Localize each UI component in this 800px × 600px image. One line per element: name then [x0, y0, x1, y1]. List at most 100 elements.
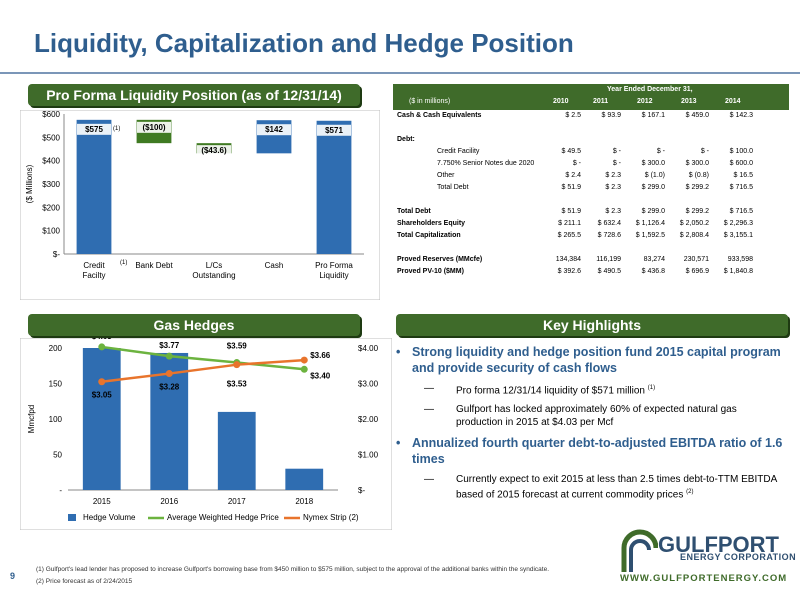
- page-number: 9: [10, 571, 16, 581]
- table-year-header: 2012: [637, 98, 653, 105]
- series-line: [101, 345, 305, 371]
- table-row: [393, 194, 789, 206]
- table-cell: 933,598: [727, 256, 753, 263]
- category-label: Credit: [83, 261, 105, 270]
- bullet-icon: •: [396, 345, 401, 359]
- table-cell: $ -: [572, 160, 581, 167]
- table-cell: $ 632.4: [597, 220, 621, 227]
- table-cell: $ 2.3: [605, 172, 621, 179]
- page-title: Liquidity, Capitalization and Hedge Posi…: [34, 28, 574, 58]
- highlight-sub-item: — Pro forma 12/31/14 liquidity of $571 mi…: [396, 382, 784, 397]
- data-label: ($43.6): [201, 146, 227, 155]
- table-header-band: Year Ended December 31, ($ in millions) …: [393, 84, 789, 110]
- y-tick-label: $500: [42, 133, 60, 142]
- series-data-label: $3.40: [310, 371, 331, 380]
- table-cell: $ 2,808.4: [679, 232, 709, 239]
- logo-name: GULFPORT: [658, 532, 779, 557]
- category-label: Outstanding: [192, 271, 235, 280]
- series-data-label: $4.03: [92, 338, 113, 341]
- table-cell: $ 300.0: [685, 160, 709, 167]
- table-cell: 230,571: [683, 256, 709, 263]
- highlight-sub-item: — Gulfport has locked approximately 60% o…: [396, 403, 784, 429]
- table-cell: $ 51.9: [561, 184, 581, 191]
- table-year-header: 2010: [553, 98, 569, 105]
- logo-arc-icon: [621, 529, 658, 572]
- table-cell: $ 716.5: [729, 184, 753, 191]
- table-cell: $ 299.0: [641, 184, 665, 191]
- table-cell: $ 300.0: [641, 160, 665, 167]
- table-row-label: Debt:: [397, 136, 415, 143]
- category-label: L/Cs: [206, 261, 222, 270]
- table-cell: $ 2,050.2: [679, 220, 709, 227]
- highlight-text: Pro forma 12/31/14 liquidity of $571 mil…: [456, 385, 648, 397]
- category-label: 2018: [295, 497, 313, 506]
- category-label: Pro Forma: [315, 261, 353, 270]
- highlights-section-header: Key Highlights: [396, 314, 788, 336]
- table-row: Credit Facility $ 49.5 $ - $ - $ - $ 100.0: [393, 146, 789, 158]
- hedge-volume-bar: [285, 468, 324, 490]
- highlight-text: Currently expect to exit 2015 at less th…: [456, 474, 777, 501]
- table-row-label: Total Capitalization: [397, 232, 461, 239]
- y-tick-label: 100: [49, 415, 63, 424]
- table-cell: $ 3,155.1: [723, 232, 753, 239]
- table-cell: $ -: [612, 160, 621, 167]
- category-label: Facilty: [82, 271, 105, 280]
- category-label: Cash: [265, 261, 284, 270]
- key-highlights-list: • Strong liquidity and hedge position fun…: [396, 344, 784, 508]
- table-row: Total Capitalization $ 265.5 $ 728.6 $ 1,59…: [393, 230, 789, 242]
- series-marker: [233, 361, 241, 369]
- highlight-text: Gulfport has locked approximately 60% of…: [456, 404, 737, 429]
- data-label: ($100): [142, 123, 165, 132]
- table-row-label: Proved Reserves (MMcfe): [397, 256, 483, 263]
- table-cell: 116,199: [596, 256, 621, 263]
- logo-url: WWW.GULFPORTENERGY.COM: [620, 573, 788, 584]
- table-row-label: Other: [437, 172, 455, 179]
- table-year-header: 2014: [725, 98, 741, 105]
- capitalization-table: Year Ended December 31, ($ in millions) …: [393, 84, 789, 278]
- series-data-label: $3.77: [159, 341, 180, 350]
- highlight-text: Annualized fourth quarter debt-to-adjust…: [412, 436, 783, 467]
- table-cell: $ 436.8: [641, 268, 665, 275]
- series-line: [101, 358, 305, 383]
- waterfall-bar: [316, 120, 352, 254]
- table-cell: $ 51.9: [561, 208, 581, 215]
- table-cell: $ 93.9: [601, 112, 621, 119]
- y-tick-label: 200: [49, 344, 63, 353]
- hedge-volume-bar: [217, 411, 256, 490]
- hedges-section-header: Gas Hedges: [28, 314, 360, 336]
- legend-swatch: [68, 514, 76, 521]
- dash-icon: —: [424, 383, 434, 394]
- table-row: [393, 242, 789, 254]
- table-row-label: Total Debt: [397, 208, 431, 215]
- category-footnote: (1): [120, 260, 127, 266]
- series-marker: [165, 352, 173, 360]
- table-cell: $ 392.6: [557, 268, 581, 275]
- series-marker: [300, 365, 308, 373]
- y-tick-label: -: [59, 486, 62, 495]
- highlight-footnote-ref: (2): [686, 489, 694, 496]
- data-label: $575: [85, 125, 103, 134]
- table-row: Proved PV-10 ($MM) $ 392.6 $ 490.5 $ 436.8 $…: [393, 266, 789, 278]
- y-tick-label: $100: [42, 227, 60, 236]
- highlight-text: Strong liquidity and hedge position fund…: [412, 345, 781, 375]
- table-cell: $ -: [700, 148, 709, 155]
- data-label-bg: [257, 124, 291, 136]
- table-cell: $ 1,840.8: [723, 268, 753, 275]
- category-label: Bank Debt: [135, 261, 173, 270]
- table-row-label: Credit Facility: [437, 148, 480, 155]
- table-cell: $ 716.5: [729, 208, 753, 215]
- liquidity-section-header: Pro Forma Liquidity Position (as of 12/3…: [28, 84, 360, 106]
- dash-icon: —: [424, 404, 434, 416]
- table-cell: $ 1,592.5: [635, 232, 665, 239]
- bullet-icon: •: [396, 436, 401, 451]
- series-data-label: $3.53: [227, 380, 248, 389]
- table-row: Total Debt $ 51.9 $ 2.3 $ 299.0 $ 299.2 $ 716…: [393, 206, 789, 218]
- table-cell: $ 2.5: [565, 112, 581, 119]
- table-cell: $ 2.3: [605, 184, 621, 191]
- table-cell: $ 167.1: [641, 112, 665, 119]
- table-cell: $ 459.0: [685, 112, 709, 119]
- table-row-label: 7.750% Senior Notes due 2020: [437, 160, 535, 167]
- series-marker: [98, 343, 106, 351]
- table-cell: $ 696.9: [685, 268, 709, 275]
- data-label: $571: [325, 126, 343, 135]
